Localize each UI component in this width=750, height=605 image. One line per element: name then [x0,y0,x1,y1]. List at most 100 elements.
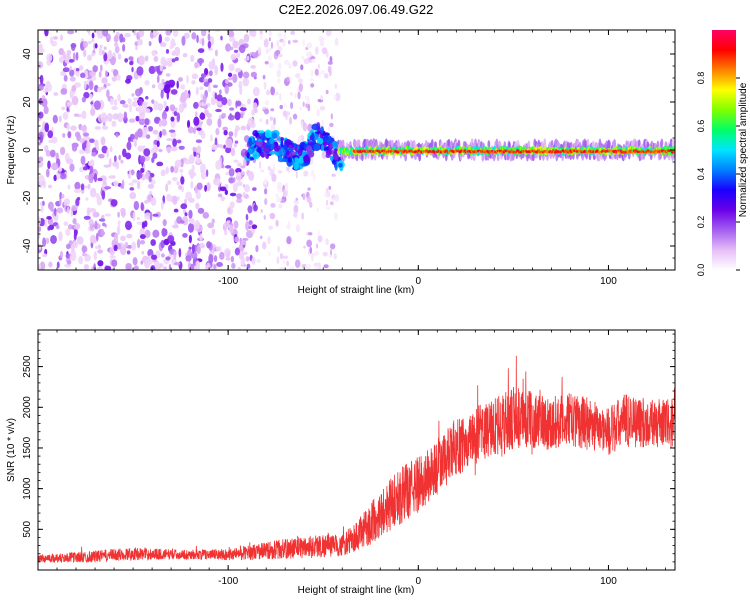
heatmap-cell [307,232,313,236]
heatmap-cell [624,146,628,151]
heatmap-cell [38,243,42,251]
heatmap-cell [44,82,53,93]
heatmap-cell [224,79,229,84]
heatmap-cell [67,131,72,139]
heatmap-cell [329,142,333,150]
heatmap-cell [38,263,42,270]
heatmap-cell [83,80,87,90]
heatmap-cell [412,139,416,149]
heatmap-cell [252,102,258,111]
heatmap-cell [186,119,191,129]
heatmap-cell [163,84,171,94]
heatmap-cell [170,165,174,173]
heatmap-cell [96,196,103,206]
heatmap-cell [277,189,283,193]
heatmap-cell [226,220,231,224]
heatmap-cell [100,228,105,236]
heatmap-cell [512,146,515,152]
heatmap-cell [113,180,119,187]
heatmap-cell [109,247,115,256]
heatmap-cell [103,46,107,50]
heatmap-cell [163,266,168,270]
snr-y-ticks: 500 1000 1500 2000 2500 [22,333,675,571]
heatmap-cell [197,48,205,53]
heatmap-cell [46,53,53,63]
heatmap-cell [208,70,213,77]
heatmap-cell [276,69,281,78]
heatmap-cell [284,103,287,107]
heatmap-cell [98,218,106,222]
heatmap-cell [207,33,211,42]
heatmap-cell [227,98,232,107]
x-tick-label: 100 [600,276,617,287]
heatmap-cell [226,206,234,216]
heatmap-cell [136,180,141,190]
heatmap-cell [205,169,209,178]
heatmap-cell [242,158,247,167]
heatmap-cell [73,232,77,241]
colorbar-tick-label: 0.0 [696,264,706,277]
heatmap-cell [80,183,85,191]
heatmap-cell [137,105,145,113]
heatmap-cell [194,219,200,230]
heatmap-cell [92,65,98,73]
heatmap-cell [117,53,122,60]
heatmap-cell [114,155,117,163]
heatmap-cell [228,168,235,177]
heatmap-cell [324,73,329,79]
heatmap-cell [307,150,315,158]
heatmap-cell [234,128,238,138]
heatmap-cell [267,55,272,62]
heatmap-cell [124,32,131,38]
heatmap-cell [263,178,267,185]
heatmap-cell [208,60,216,70]
heatmap-cell [214,137,218,146]
heatmap-cell [153,100,159,111]
heatmap-cell [195,157,202,164]
x-tick-label: -100 [218,576,238,587]
heatmap-cell [81,253,88,257]
heatmap-cell [210,97,217,106]
heatmap-cell [234,236,240,243]
heatmap-cell [65,243,71,250]
heatmap-cell [252,86,260,97]
heatmap-cell [38,230,41,240]
heatmap-cell [250,71,258,78]
heatmap-cell [70,209,74,217]
heatmap-cell [44,30,49,37]
heatmap-cell [143,220,148,228]
heatmap-cell [607,140,611,150]
heatmap-cell [191,80,196,85]
heatmap-cell [302,38,306,47]
heatmap-cell [148,40,152,47]
heatmap-cell [323,147,329,151]
heatmap-cell [199,58,203,67]
heatmap-cell [101,190,106,200]
heatmap-cell [233,143,238,148]
heatmap-cell [320,70,326,75]
heatmap-cell [69,65,73,71]
heatmap-cell [241,251,248,256]
heatmap-cell [122,103,129,108]
heatmap-cell [197,207,205,214]
heatmap-cell [106,112,113,122]
heatmap-panel: -100 0 100 -40 -20 0 20 40 Height of straight … [6,29,676,296]
heatmap-cell [70,243,75,252]
heatmap-cell [63,201,68,206]
heatmap-cell [221,97,228,106]
heatmap-cell [172,224,179,229]
heatmap-cell [190,263,195,270]
heatmap-cell [112,113,120,120]
heatmap-cell [136,66,144,76]
heatmap-cell [240,239,247,246]
heatmap-cell [200,30,207,37]
heatmap-cell [113,98,118,107]
y-tick-label: 40 [22,48,33,60]
heatmap-cell [313,143,320,151]
heatmap-cell [62,51,66,59]
heatmap-cell [287,40,291,45]
heatmap-cell [170,116,175,122]
heatmap-cell [269,212,276,220]
heatmap-cell [133,265,139,270]
heatmap-cell [67,184,71,190]
